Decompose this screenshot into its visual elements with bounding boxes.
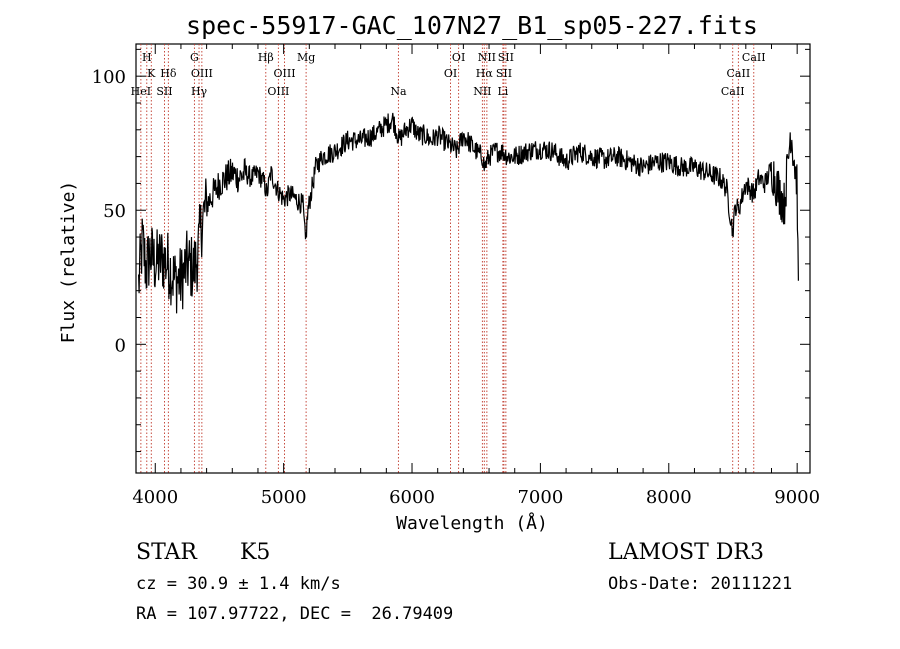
x-tick-label: 7000	[517, 487, 563, 508]
line-label: Hα	[476, 67, 494, 80]
plot-border	[135, 43, 811, 474]
line-label: Hβ	[258, 51, 274, 64]
line-label: OIII	[267, 85, 289, 98]
survey-name: LAMOST DR3	[608, 540, 764, 565]
line-label: G	[190, 51, 199, 64]
x-tick-label: 5000	[261, 487, 307, 508]
observation-date: Obs-Date: 20111221	[608, 574, 793, 594]
line-label: SII	[496, 67, 512, 80]
object-subclass: K5	[240, 540, 271, 565]
line-label: Hδ	[160, 67, 177, 80]
line-label: CaII	[721, 85, 745, 98]
x-tick-label: 6000	[389, 487, 435, 508]
y-axis-label: Flux (relative)	[58, 181, 79, 344]
y-axis: 0 50 100	[92, 48, 810, 453]
line-label: OI	[452, 51, 465, 64]
x-tick-label: 8000	[646, 487, 692, 508]
object-class: STAR	[136, 540, 197, 565]
x-axis-label: Wavelength (Å)	[396, 512, 548, 534]
line-label: Li	[497, 85, 508, 98]
coordinates: RA = 107.97722, DEC = 26.79409	[136, 604, 454, 624]
x-tick-label: 4000	[132, 487, 178, 508]
line-label: CaII	[727, 67, 751, 80]
x-tick-label: 9000	[774, 487, 820, 508]
y-tick-label: 50	[103, 201, 126, 222]
line-label: H	[142, 51, 152, 64]
chart-title: spec-55917-GAC_107N27_B1_sp05-227.fits	[186, 11, 758, 40]
line-label: Na	[390, 85, 407, 98]
spectrum-line	[138, 112, 799, 314]
line-label: OIII	[274, 67, 296, 80]
line-label: CaII	[742, 51, 766, 64]
line-label: OIII	[191, 67, 213, 80]
line-label: OI	[444, 67, 457, 80]
line-label: Mg	[297, 51, 315, 64]
line-label: HeI	[131, 85, 151, 98]
x-axis: 4000 5000 6000 7000 8000 9000	[132, 44, 820, 508]
line-label: SII	[498, 51, 514, 64]
line-label: K	[147, 67, 156, 80]
line-label: NII	[478, 51, 496, 64]
plot-frame	[135, 43, 811, 474]
redshift-cz: cz = 30.9 ± 1.4 km/s	[136, 574, 341, 594]
y-tick-label: 0	[115, 335, 126, 356]
line-label: Hγ	[191, 85, 208, 98]
spectral-line-markers	[140, 44, 755, 473]
y-tick-label: 100	[92, 67, 126, 88]
line-label: NII	[473, 85, 491, 98]
line-label: SII	[156, 85, 172, 98]
